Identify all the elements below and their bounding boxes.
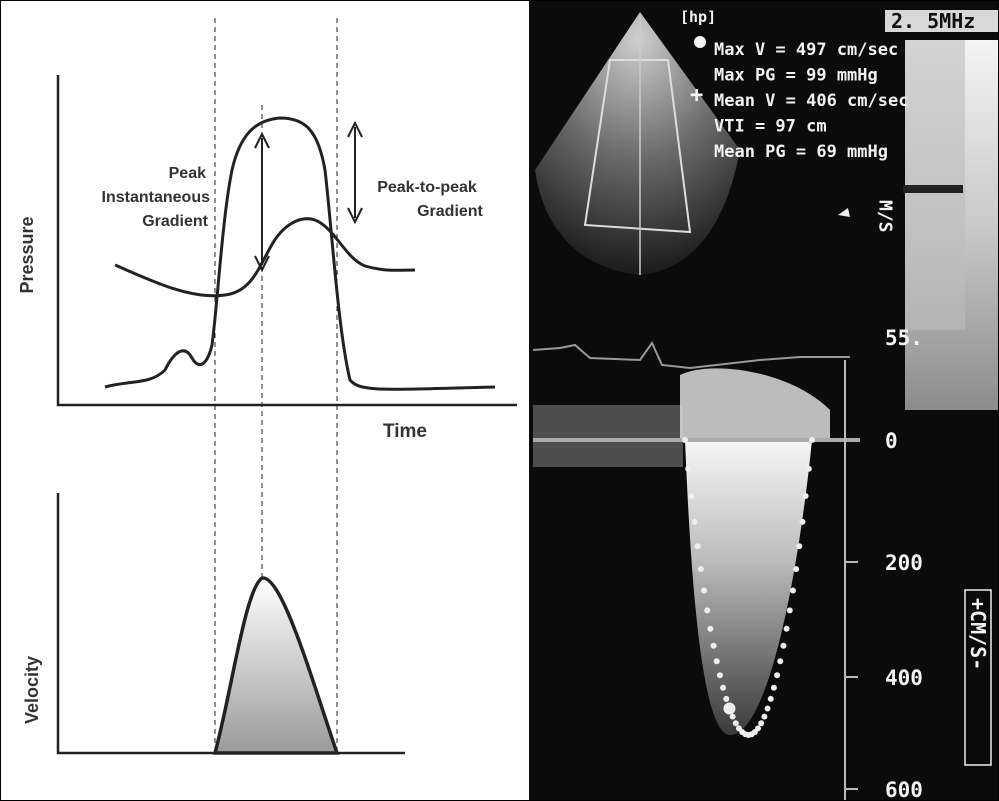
scale-label: 600	[885, 778, 923, 801]
trace-dot	[707, 626, 713, 632]
measurement: Mean V = 406 cm/sec	[714, 91, 908, 111]
trace-dot	[688, 493, 694, 499]
bar-marker	[903, 185, 963, 193]
trace-dot	[714, 658, 720, 664]
scale-label: 400	[885, 666, 923, 690]
trace-dot	[698, 566, 704, 572]
trace-dot	[761, 714, 767, 720]
trace-dot	[806, 466, 812, 472]
scale-label: 55.	[885, 326, 923, 350]
probe-tag: [hp]	[680, 8, 716, 26]
annotation-line: Instantaneous	[102, 189, 211, 206]
trace-dot	[730, 714, 736, 720]
measurement: Mean PG = 69 mmHg	[714, 142, 888, 162]
measurements: Max V = 497 cm/sec Max PG = 99 mmHg Mean V…	[714, 40, 908, 162]
trace-dot	[758, 720, 764, 726]
trace-dot	[784, 626, 790, 632]
measurement: Max V = 497 cm/sec	[714, 40, 898, 60]
scale-unit: +CM/S-	[966, 598, 990, 670]
trace-dot	[799, 519, 805, 525]
annotation-line: Gradient	[142, 213, 208, 230]
trace-dot	[771, 685, 777, 691]
body: Pressure Time Velocity Peak Instantaneou…	[0, 0, 999, 801]
scale-label: 0	[885, 429, 898, 453]
figure: Pressure Time Velocity Peak Instantaneou…	[0, 0, 999, 801]
trace-dot	[723, 702, 735, 714]
trace-dot	[796, 543, 802, 549]
trace-dot	[765, 705, 771, 711]
trace-dot	[701, 587, 707, 593]
trace-dot	[720, 685, 726, 691]
trace-dot	[803, 493, 809, 499]
trace-dot	[711, 643, 717, 649]
trace-dot	[774, 672, 780, 678]
scale-label: 200	[885, 551, 923, 575]
trace-dot	[780, 643, 786, 649]
trace-dot	[723, 696, 729, 702]
page: Pressure and velocity gradient figure {"…	[0, 0, 999, 801]
trace-dot	[695, 543, 701, 549]
trace-dot	[790, 587, 796, 593]
marker-dot	[694, 36, 706, 48]
annotation-line: Gradient	[417, 203, 483, 220]
trace-dot	[704, 607, 710, 613]
trace-dot	[682, 437, 688, 443]
trace-dot	[717, 672, 723, 678]
axis-label: Velocity	[22, 656, 42, 724]
trace-dot	[777, 658, 783, 664]
measurement: Max PG = 99 mmHg	[714, 66, 878, 86]
frequency: 2. 5MHz	[891, 9, 975, 33]
annotation-line: Peak-to-peak	[377, 179, 477, 196]
color-bar-unit: M/S	[875, 200, 896, 233]
trace-dot	[793, 566, 799, 572]
marker-plus: +	[690, 83, 703, 108]
trace-dot	[787, 607, 793, 613]
trace-dot	[755, 725, 761, 731]
axis-label: Time	[383, 421, 427, 442]
trace-dot	[809, 437, 815, 443]
measurement: VTI = 97 cm	[714, 117, 827, 137]
trace-dot	[685, 466, 691, 472]
trace-dot	[768, 696, 774, 702]
axis-label: Pressure	[17, 216, 37, 293]
trace-dot	[733, 720, 739, 726]
trace-dot	[692, 519, 698, 525]
baseline-noise	[533, 405, 683, 467]
annotation-line: Peak	[169, 165, 206, 182]
